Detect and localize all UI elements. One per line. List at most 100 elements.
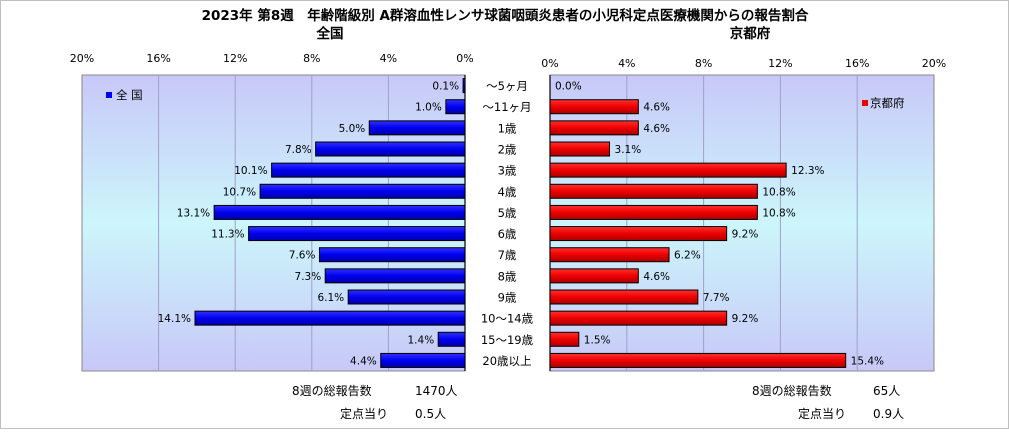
kyoto-legend-swatch bbox=[862, 100, 868, 106]
national-data-label: 5.0% bbox=[339, 123, 366, 135]
y-tick-label: ～5ヶ月 bbox=[486, 79, 528, 93]
x-tick-label: 8% bbox=[695, 57, 712, 70]
national-bar bbox=[271, 162, 466, 178]
y-tick-label: 4歳 bbox=[498, 185, 517, 199]
national-legend-label: 全 国 bbox=[116, 88, 143, 102]
kyoto-data-label: 9.2% bbox=[732, 229, 759, 241]
national-data-label: 6.1% bbox=[317, 292, 344, 304]
national-per-value: 0.5人 bbox=[415, 407, 446, 421]
national-bar bbox=[318, 247, 466, 263]
kyoto-data-label: 15.4% bbox=[851, 355, 884, 367]
kyoto-bar bbox=[549, 331, 580, 347]
national-bar bbox=[248, 226, 466, 242]
kyoto-chart: 0% 4% 8% 12% 16% 20%0.0%4.6%4.6%3.1%12.3%10.8… bbox=[541, 57, 946, 371]
national-bar bbox=[380, 352, 466, 368]
x-tick-label: 16% bbox=[146, 52, 170, 65]
x-tick-label: 20% bbox=[70, 52, 94, 65]
x-tick-label: 0% bbox=[456, 52, 473, 65]
kyoto-per-value: 0.9人 bbox=[873, 407, 904, 421]
kyoto-bar bbox=[549, 99, 639, 115]
kyoto-data-label: 3.1% bbox=[615, 144, 642, 156]
y-tick-label: ～11ヶ月 bbox=[482, 100, 531, 114]
y-tick-label: 9歳 bbox=[498, 291, 517, 305]
national-bar bbox=[462, 78, 466, 94]
y-tick-label: 2歳 bbox=[498, 143, 517, 157]
kyoto-bar bbox=[549, 204, 758, 220]
x-tick-label: 20% bbox=[922, 57, 946, 70]
kyoto-data-label: 1.5% bbox=[584, 334, 611, 346]
kyoto-data-label: 7.7% bbox=[703, 292, 730, 304]
national-data-label: 7.3% bbox=[295, 271, 322, 283]
kyoto-per-label: 定点当り bbox=[798, 406, 846, 421]
national-bar bbox=[315, 141, 466, 157]
y-tick-label: 7歳 bbox=[498, 248, 517, 262]
kyoto-bar bbox=[549, 162, 787, 178]
kyoto-bar bbox=[549, 289, 699, 305]
kyoto-data-label: 6.2% bbox=[674, 250, 701, 262]
national-legend-swatch bbox=[106, 92, 112, 98]
kyoto-data-label: 4.6% bbox=[643, 102, 670, 114]
national-bar bbox=[324, 268, 466, 284]
national-data-label: 1.4% bbox=[408, 334, 435, 346]
kyoto-total-label: 8週の総報告数 bbox=[752, 383, 832, 398]
kyoto-data-label: 10.8% bbox=[762, 186, 795, 198]
kyoto-bar bbox=[549, 141, 611, 157]
y-tick-label: 10～14歳 bbox=[481, 312, 534, 326]
national-data-label: 11.3% bbox=[211, 229, 244, 241]
national-data-label: 0.1% bbox=[432, 81, 459, 93]
kyoto-data-label: 12.3% bbox=[791, 165, 824, 177]
national-data-label: 14.1% bbox=[158, 313, 191, 325]
national-data-label: 10.7% bbox=[223, 186, 256, 198]
kyoto-data-label: 0.0% bbox=[555, 81, 582, 93]
x-tick-label: 8% bbox=[303, 52, 320, 65]
national-bar bbox=[368, 120, 466, 136]
national-data-label: 4.4% bbox=[350, 355, 377, 367]
national-data-label: 7.6% bbox=[289, 250, 316, 262]
kyoto-bar bbox=[549, 120, 639, 136]
kyoto-bar bbox=[549, 352, 847, 368]
national-chart: 20% 16% 12% 8% 4% 0% 0.1% 1.0% 5.0% 7.8% 10.1% 10.7… bbox=[70, 52, 474, 371]
national-total-value: 1470人 bbox=[415, 384, 458, 398]
x-tick-label: 12% bbox=[768, 57, 792, 70]
kyoto-data-label: 4.6% bbox=[643, 271, 670, 283]
kyoto-bar bbox=[549, 226, 728, 242]
kyoto-bar bbox=[549, 183, 758, 199]
national-bar bbox=[437, 331, 466, 347]
y-tick-label: 3歳 bbox=[498, 164, 517, 178]
y-tick-label: 1歳 bbox=[498, 121, 517, 135]
y-tick-label: 15～19歳 bbox=[481, 333, 534, 347]
chart-title: 2023年 第8週 年齢階級別 A群溶血性レンサ球菌咽頭炎患者の小児科定点医療機… bbox=[202, 7, 809, 24]
kyoto-subtitle: 京都府 bbox=[730, 25, 771, 42]
y-tick-label: 5歳 bbox=[498, 206, 517, 220]
kyoto-data-label: 9.2% bbox=[732, 313, 759, 325]
x-tick-label: 4% bbox=[618, 57, 635, 70]
kyoto-total-value: 65人 bbox=[873, 384, 900, 398]
y-tick-label: 8歳 bbox=[498, 269, 517, 283]
x-tick-label: 16% bbox=[845, 57, 869, 70]
national-per-label: 定点当り bbox=[340, 406, 388, 421]
y-tick-label: 20歳以上 bbox=[482, 354, 531, 368]
national-subtitle: 全国 bbox=[316, 25, 344, 42]
national-data-label: 7.8% bbox=[285, 144, 312, 156]
x-tick-label: 4% bbox=[380, 52, 397, 65]
national-bar bbox=[213, 204, 466, 220]
x-tick-label: 0% bbox=[541, 57, 558, 70]
national-bar bbox=[445, 99, 466, 115]
national-total-label: 8週の総報告数 bbox=[292, 383, 372, 398]
kyoto-legend-label: 京都府 bbox=[870, 96, 905, 110]
kyoto-data-label: 4.6% bbox=[643, 123, 670, 135]
kyoto-bar bbox=[549, 310, 728, 326]
national-bar bbox=[347, 289, 466, 305]
national-data-label: 10.1% bbox=[234, 165, 267, 177]
y-tick-label: 6歳 bbox=[498, 227, 517, 241]
national-bar bbox=[259, 183, 466, 199]
national-bar bbox=[194, 310, 466, 326]
kyoto-bar bbox=[549, 247, 670, 263]
national-data-label: 13.1% bbox=[177, 207, 210, 219]
kyoto-bar bbox=[549, 268, 639, 284]
x-tick-label: 12% bbox=[223, 52, 247, 65]
kyoto-data-label: 10.8% bbox=[762, 207, 795, 219]
